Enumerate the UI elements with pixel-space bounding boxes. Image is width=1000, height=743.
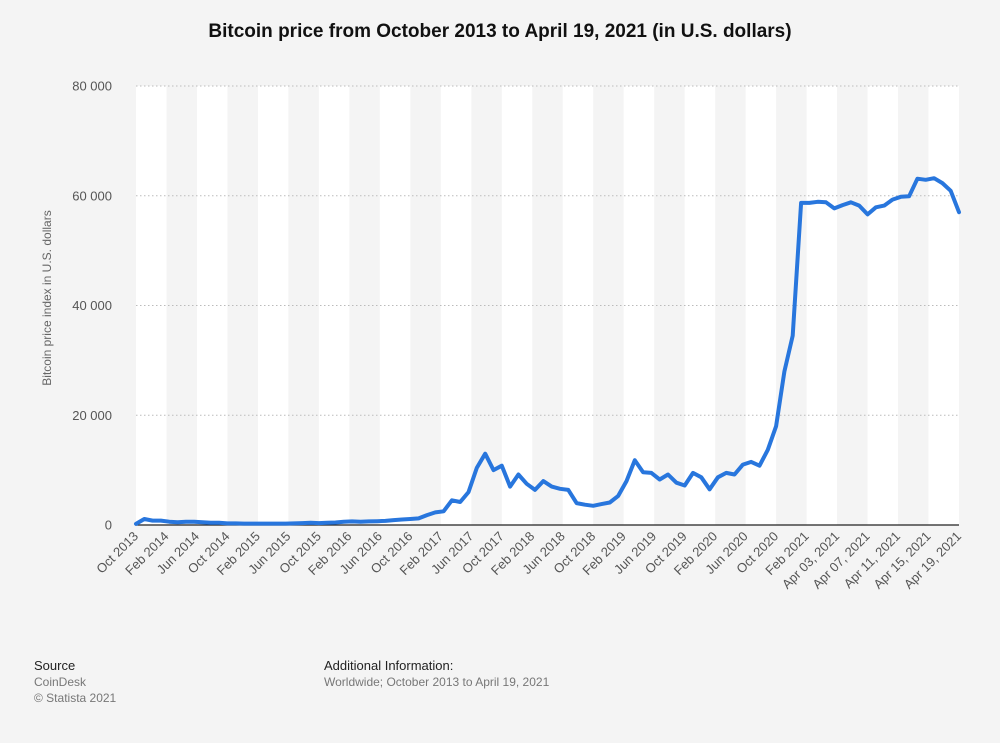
y-tick-label: 20 000 [72,408,112,423]
additional-info-text: Worldwide; October 2013 to April 19, 202… [324,675,550,689]
series-lines [134,176,961,526]
gridlines [136,85,959,416]
background-band [684,86,716,525]
y-tick-label: 80 000 [72,79,112,94]
y-tick-label: 60 000 [72,188,112,203]
additional-info-block: Additional Information: Worldwide; Octob… [324,658,549,690]
y-tick-label: 0 [105,518,112,533]
price-line [134,176,961,526]
chart-title: Bitcoin price from October 2013 to April… [208,21,792,42]
copyright-text: © Statista 2021 [34,691,117,705]
source-block: Source CoinDesk © Statista 2021 [34,658,116,706]
y-tick-label: 40 000 [72,298,112,313]
background-band [928,86,959,525]
background-bands [136,86,959,525]
background-band [806,86,838,525]
y-tick-labels: 0 20 000 40 000 60 000 80 000 [72,79,112,533]
source-name[interactable]: CoinDesk [34,675,87,689]
y-axis-label: Bitcoin price index in U.S. dollars [40,210,54,386]
additional-info-heading[interactable]: Additional Information: [324,658,454,673]
source-heading: Source [34,658,76,673]
